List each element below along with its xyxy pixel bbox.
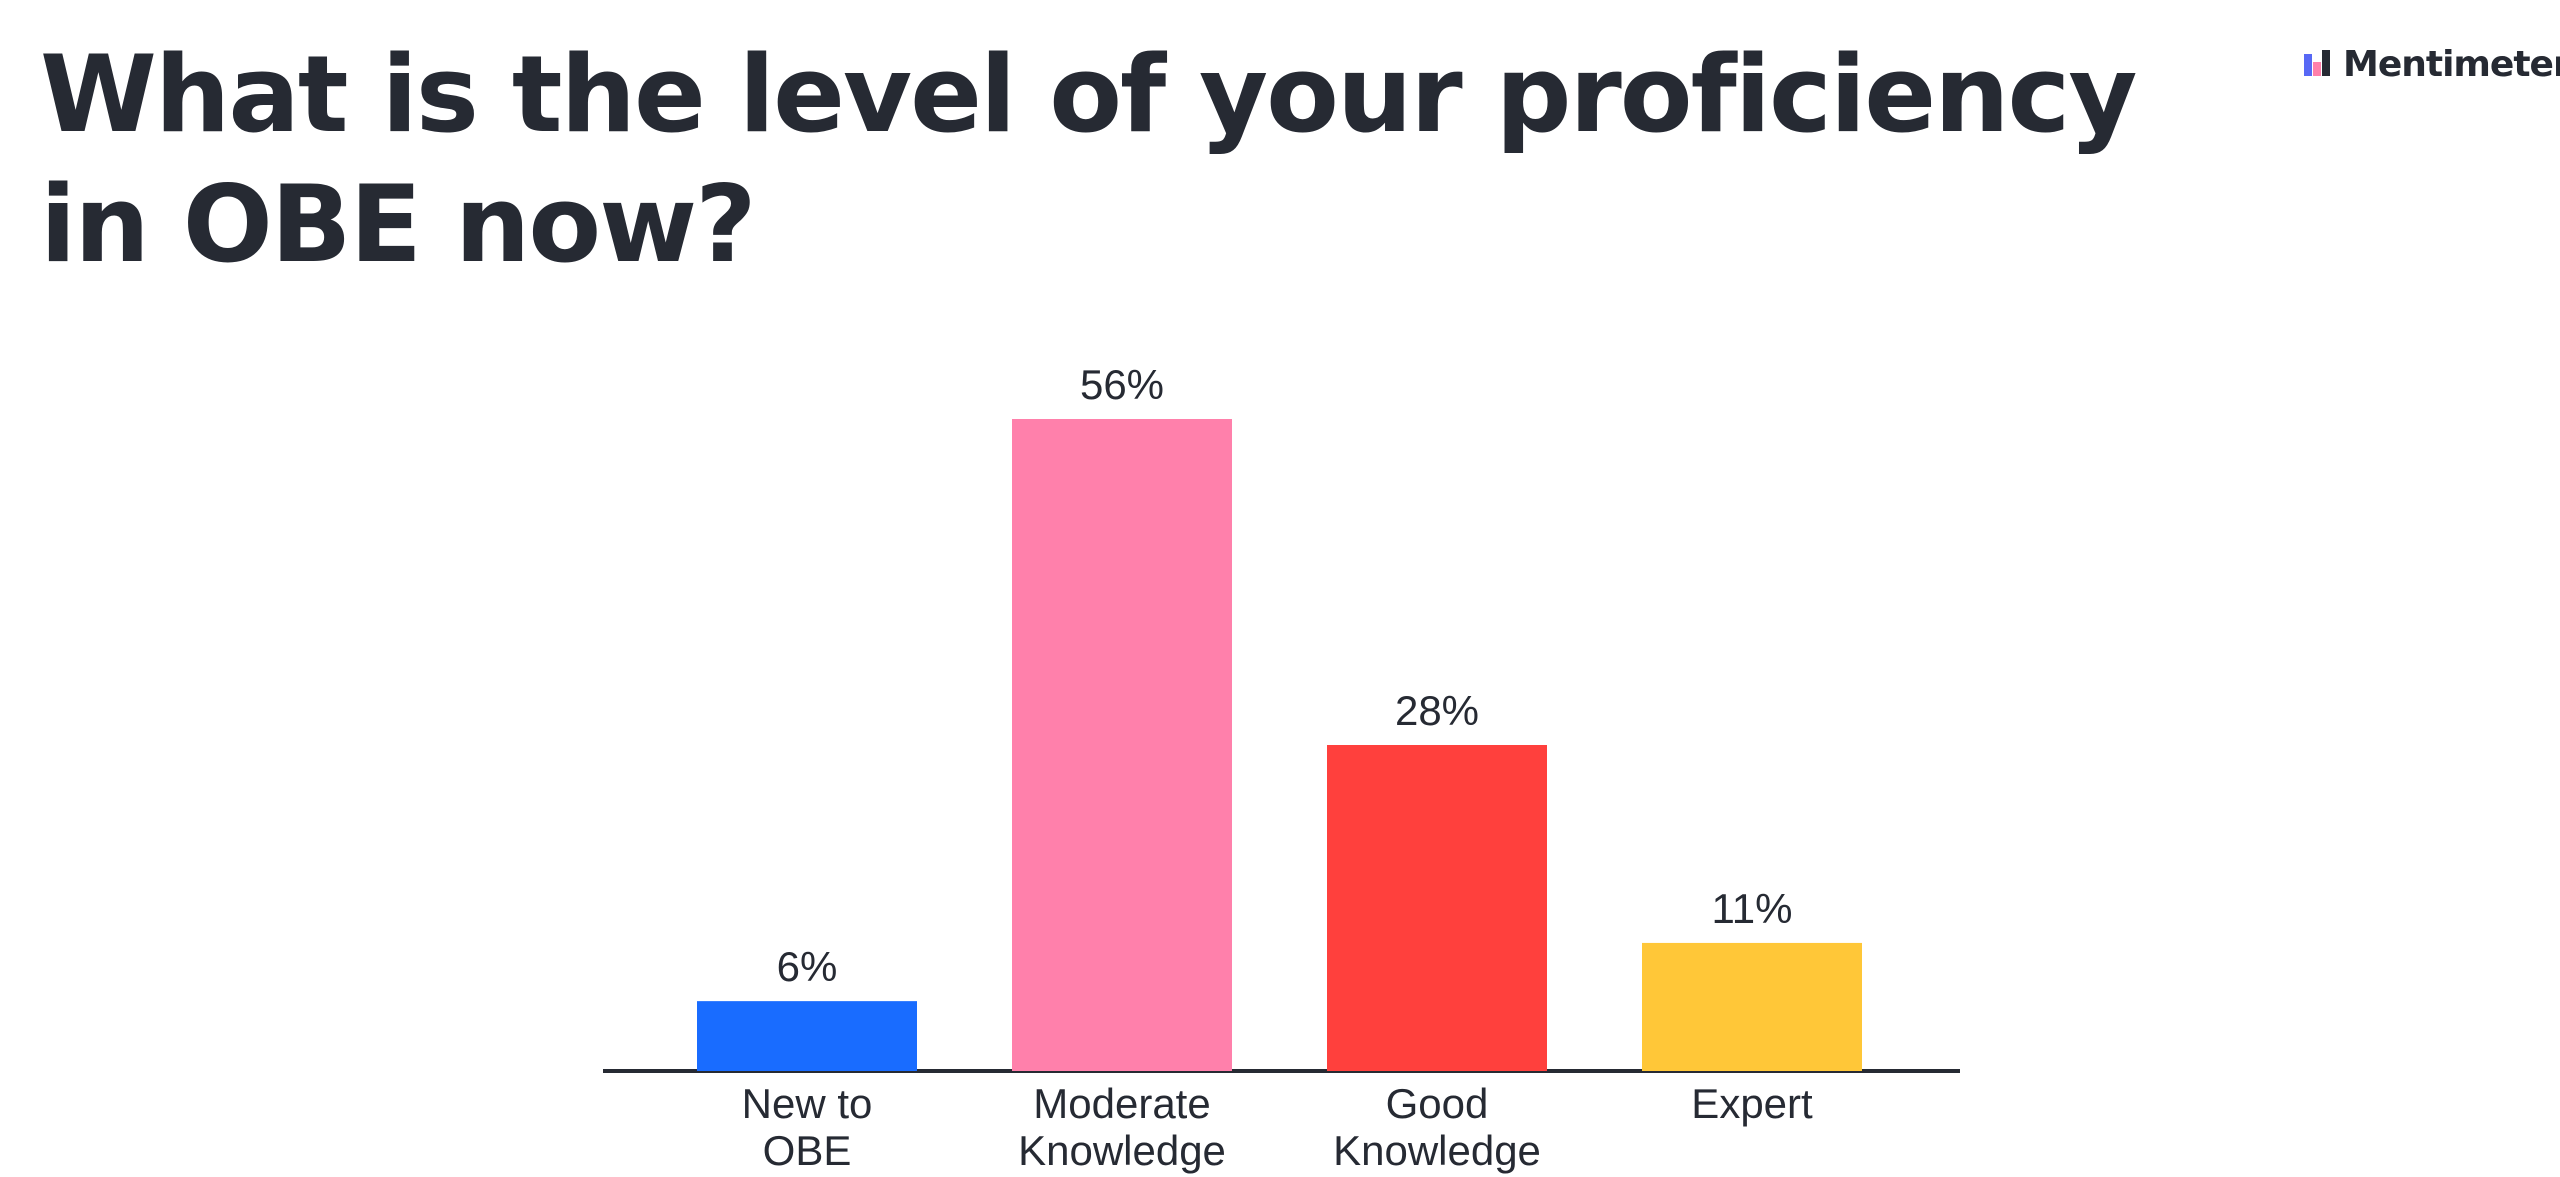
- x-tick-label: Expert: [1691, 1080, 1813, 1127]
- brand-name: Mentimeter: [2343, 44, 2560, 85]
- bar: [1012, 419, 1232, 1071]
- chart-title: What is the level of your proficiency in…: [40, 33, 2137, 286]
- bar: [1642, 942, 1862, 1071]
- x-tick-label: New to OBE: [741, 1080, 873, 1174]
- bar: [1327, 745, 1547, 1071]
- bar: [697, 1001, 917, 1071]
- value-label: 11%: [1711, 884, 1793, 932]
- brand-logo: [2304, 50, 2330, 76]
- value-label: 56%: [1079, 361, 1165, 408]
- value-label: 6%: [776, 943, 838, 991]
- value-label: 28%: [1394, 687, 1480, 734]
- x-tick-label: Good Knowledge: [1333, 1080, 1541, 1174]
- x-tick-label: Moderate Knowledge: [1018, 1080, 1226, 1174]
